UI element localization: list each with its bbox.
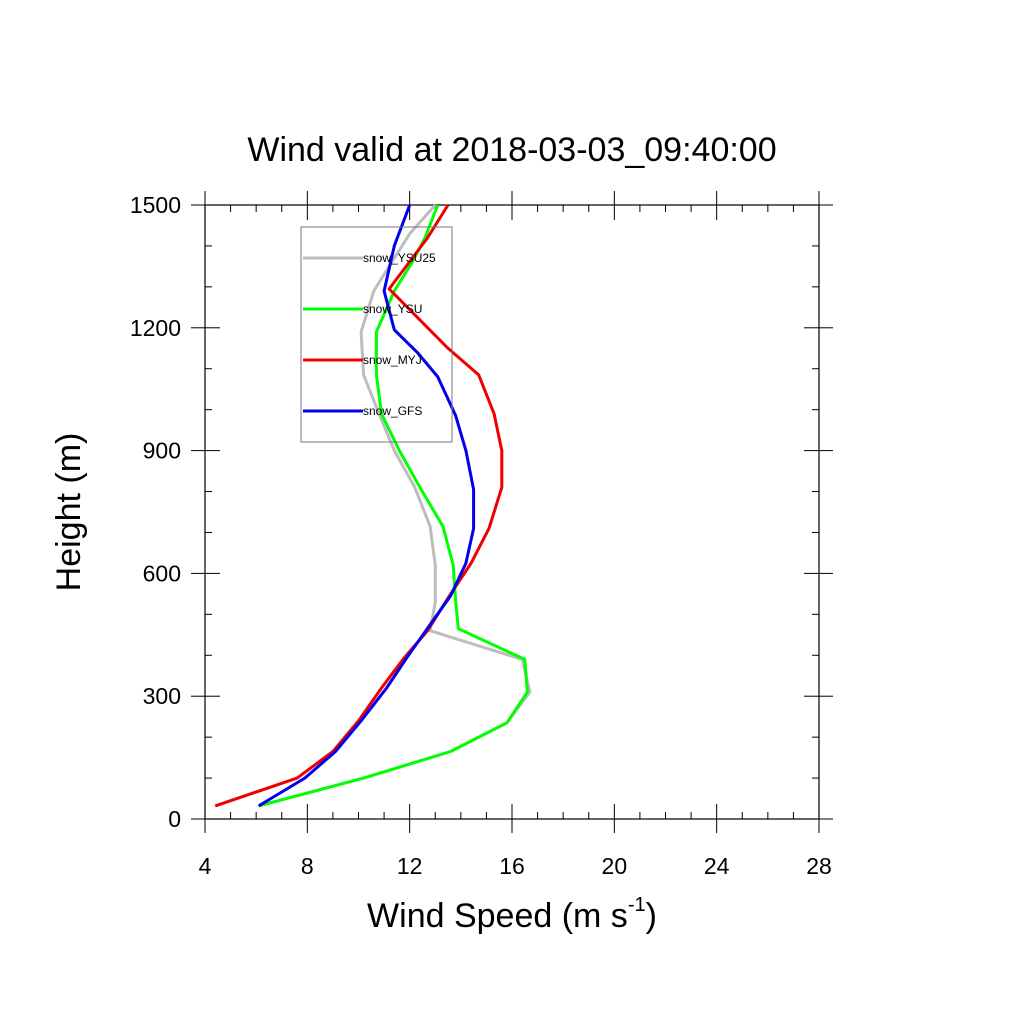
y-tick-label: 0 xyxy=(168,806,181,832)
series-line-snow_YSU xyxy=(258,204,529,808)
y-tick-label: 600 xyxy=(143,560,181,586)
plot-frame xyxy=(204,204,820,820)
tick-labels: 4 8 12 16 20 24 28 0 300 600 900 1200 1500 xyxy=(130,192,832,879)
x-tick-label: 8 xyxy=(301,853,314,879)
legend-label-snow_MYJ: snow_MYJ xyxy=(363,353,422,367)
x-axis-title-superscript: -1 xyxy=(628,894,646,916)
series-line-snow_GFS xyxy=(257,204,476,808)
series-line-snow_MYJ xyxy=(214,204,504,808)
x-tick-label: 20 xyxy=(602,853,628,879)
y-tick-label: 1200 xyxy=(130,315,181,341)
y-tick-label: 1500 xyxy=(130,192,181,218)
axis-ticks xyxy=(191,191,833,833)
x-tick-label: 4 xyxy=(199,853,212,879)
legend-label-snow_YSU25: snow_YSU25 xyxy=(363,251,436,265)
legend: snow_YSU25 snow_YSU snow_MYJ snow_GFS xyxy=(300,226,453,443)
legend-box xyxy=(300,226,453,443)
x-axis-title: Wind Speed (m s-1) xyxy=(367,894,657,935)
y-axis-title: Height (m) xyxy=(50,433,88,592)
y-tick-label: 900 xyxy=(143,438,181,464)
series-lines xyxy=(214,204,532,808)
chart-title: Wind valid at 2018-03-03_09:40:00 xyxy=(247,131,776,169)
x-tick-label: 24 xyxy=(704,853,730,879)
x-tick-label: 16 xyxy=(499,853,525,879)
x-tick-label: 12 xyxy=(397,853,423,879)
legend-label-snow_GFS: snow_GFS xyxy=(363,404,422,418)
x-axis-title-suffix: ) xyxy=(646,897,657,935)
y-tick-label: 300 xyxy=(143,683,181,709)
legend-label-snow_YSU: snow_YSU xyxy=(363,302,422,316)
x-tick-label: 28 xyxy=(806,853,832,879)
